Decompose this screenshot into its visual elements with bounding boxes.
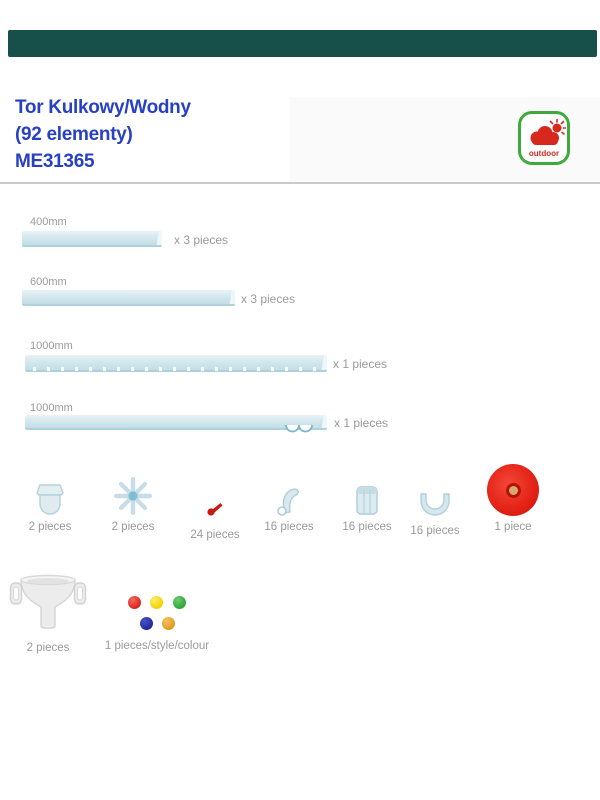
product-code: ME31365 (15, 151, 95, 172)
track-count: x 1 pieces (333, 357, 388, 371)
part-count: 2 pieces (26, 642, 70, 654)
part-screw: 24 pieces (173, 463, 257, 541)
part-basket-cap: 2 pieces (8, 463, 92, 533)
track-count: x 3 pieces (174, 233, 229, 247)
part-count: 1 piece (494, 521, 532, 533)
ball-red (128, 596, 141, 609)
part-count: 16 pieces (410, 525, 460, 537)
cloud-sun-icon (530, 119, 566, 145)
header-strip (8, 30, 597, 57)
part-end-cap: 16 pieces (393, 463, 477, 537)
part-count: 2 pieces (111, 521, 155, 533)
part-count: 2 pieces (28, 521, 72, 533)
track-count: x 3 pieces (241, 292, 296, 306)
track-tick-marks (33, 367, 317, 371)
part-spinner: 2 pieces (91, 463, 175, 533)
clip-hook-icon (277, 488, 299, 516)
red-wheel-icon (487, 464, 539, 516)
funnel-icon (9, 574, 87, 629)
spinner-snowflake-icon (114, 477, 152, 515)
part-connector-sleeve: 16 pieces (325, 463, 409, 533)
page-title: Tor Kulkowy/Wodny (92 elementy) ME31365 (15, 94, 191, 175)
screw-icon (207, 503, 223, 516)
track-count: x 1 pieces (334, 416, 389, 430)
track-length-label: 1000mm (30, 402, 73, 414)
product-name: Tor Kulkowy/Wodny (15, 97, 191, 118)
track-length-label: 600mm (30, 276, 67, 288)
track-bar-1000mm-notched (25, 415, 327, 433)
part-count: 16 pieces (342, 521, 392, 533)
end-cap-icon (420, 493, 450, 516)
part-count: 16 pieces (264, 521, 314, 533)
balls-group (128, 596, 188, 634)
track-bar-600mm (22, 290, 235, 306)
part-clip: 16 pieces (247, 463, 331, 533)
connector-sleeve-icon (356, 486, 378, 515)
part-red-wheel: 1 piece (471, 463, 555, 533)
part-count: 24 pieces (190, 529, 240, 541)
part-count: 1 pieces/style/colour (104, 640, 210, 652)
track-bar-1000mm-ticked (25, 355, 327, 372)
track-notch (285, 424, 313, 433)
outdoor-badge: outdoor (518, 111, 570, 165)
ball-blue (140, 617, 153, 630)
ball-orange (162, 617, 175, 630)
ball-green (173, 596, 186, 609)
track-length-label: 1000mm (30, 340, 73, 352)
ball-yellow (150, 596, 163, 609)
basket-cap-icon (36, 484, 64, 515)
wheel-hub (508, 485, 518, 495)
part-balls: 1 pieces/style/colour (97, 596, 217, 652)
element-count: (92 elementy) (15, 124, 133, 145)
part-funnel: 2 pieces (6, 572, 90, 654)
header-divider (0, 182, 600, 184)
track-bar-400mm (22, 231, 162, 247)
track-length-label: 400mm (30, 216, 67, 228)
badge-label: outdoor (528, 149, 560, 158)
